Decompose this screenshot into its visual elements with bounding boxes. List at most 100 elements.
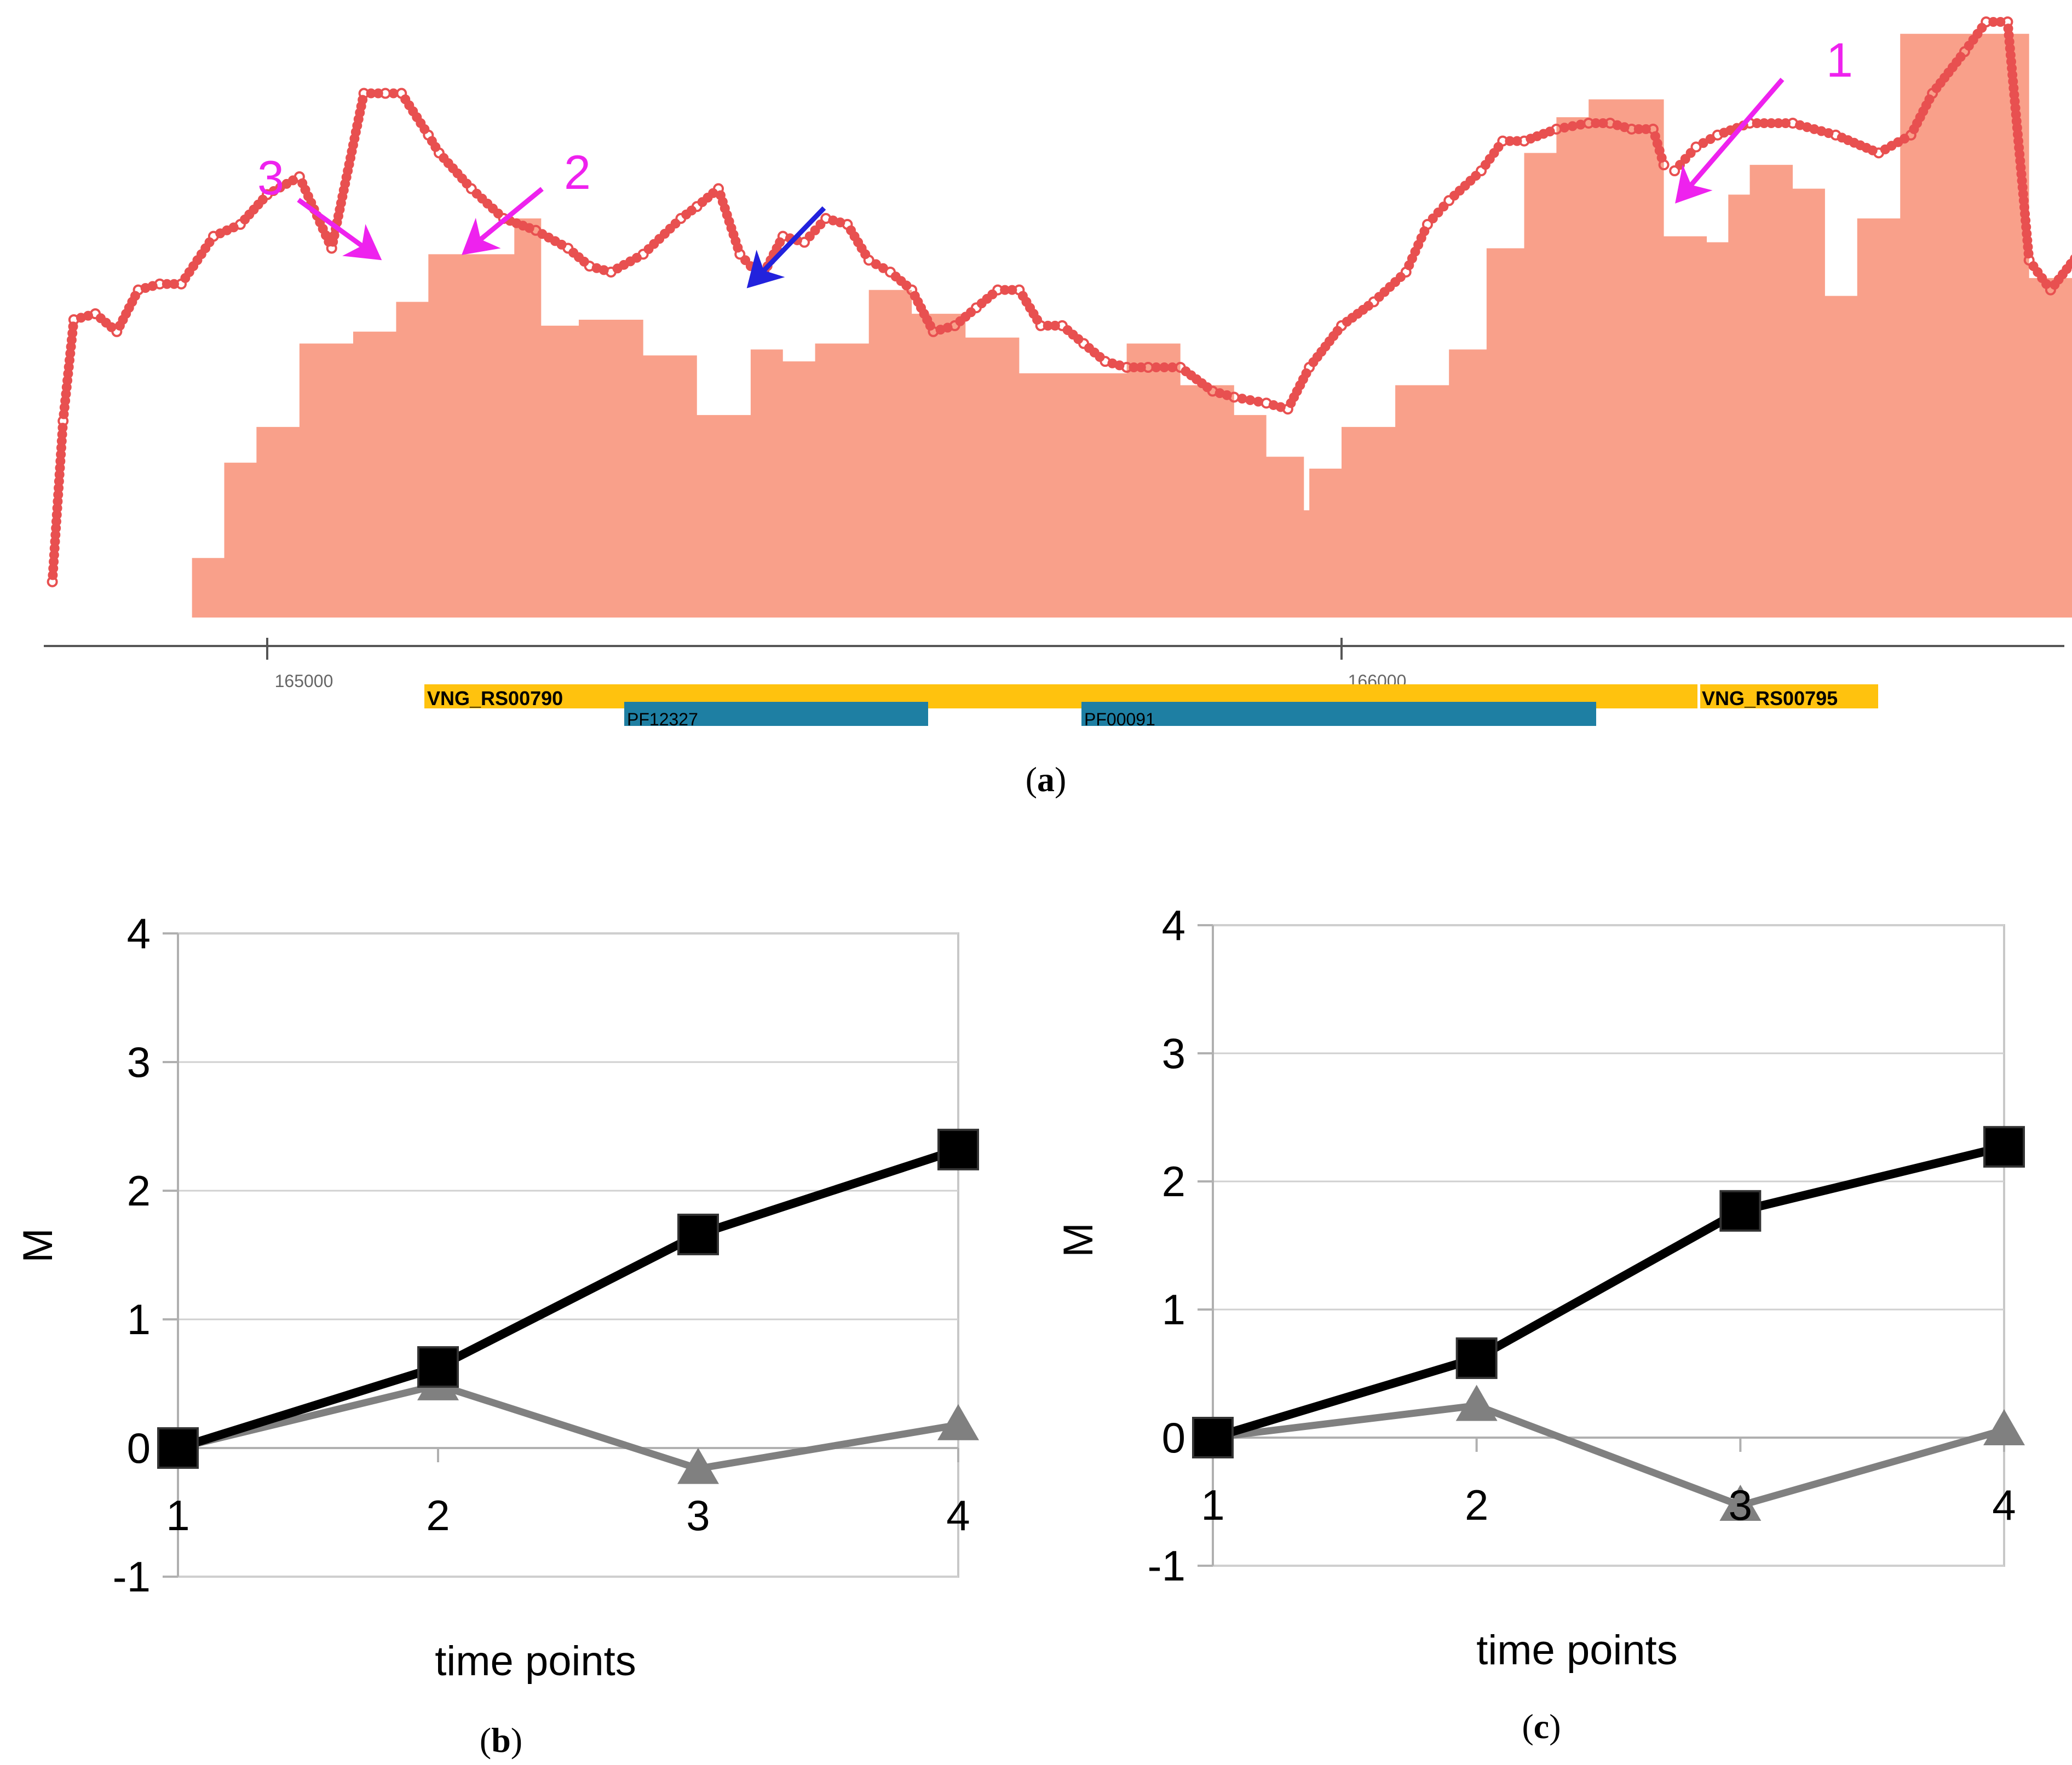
coverage-plot-area [47, 16, 2072, 618]
panel-b-gridlines [177, 932, 959, 1578]
series-black-squares [1192, 1126, 2025, 1458]
signal-trace [47, 16, 2072, 587]
arrow-1 [1675, 78, 1785, 204]
triangle-marker [1455, 1385, 1498, 1421]
arrow-3-label: 3 [257, 151, 284, 205]
x-tick-label: 4 [1992, 1481, 2016, 1529]
panel-b-ylabel: M [15, 1228, 61, 1262]
domain-label-PF00091: PF00091 [1084, 710, 1155, 729]
annotation-arrows: 1 2 3 [257, 33, 1853, 289]
trace-point [2070, 255, 2072, 263]
x-tick-label: 2 [426, 1491, 450, 1539]
series-gray-triangles [1192, 1385, 2025, 1521]
domain-bar-PF00091 [1081, 702, 1596, 726]
trace-point [670, 218, 681, 229]
square-marker [1192, 1417, 1234, 1458]
trace-point [799, 237, 810, 248]
x-tick-label: 3 [1729, 1481, 1752, 1529]
panel-c-series [1192, 1126, 2025, 1521]
trace-point [1159, 362, 1170, 373]
square-marker [1455, 1337, 1498, 1379]
trace-point [1658, 159, 1670, 171]
panel-c-gridlines [1212, 924, 2005, 1567]
triangle-marker [937, 1404, 979, 1440]
panel-c-xlabel: time points [1476, 1627, 1678, 1674]
caption-b-letter: b [491, 1721, 511, 1760]
y-tick-label: 2 [127, 1167, 151, 1215]
triangle-marker [1719, 1485, 1762, 1521]
y-tick-label: 0 [127, 1424, 151, 1472]
y-tick-label: 4 [127, 909, 151, 958]
gene-label-VNG_RS00795: VNG_RS00795 [1702, 687, 1838, 710]
series-line [1212, 1402, 2005, 1509]
trace-point [1559, 123, 1570, 133]
trace-point [1680, 154, 1690, 164]
series-black-squares [157, 1128, 979, 1469]
trace-point [804, 231, 815, 241]
trace-point [1433, 207, 1443, 218]
triangle-marker [677, 1447, 719, 1484]
series-gray-triangles [157, 1364, 979, 1484]
panel-c-axes [1198, 924, 2005, 1567]
coverage-area [192, 33, 2072, 618]
series-line [177, 1381, 959, 1473]
caption-c-letter: c [1534, 1707, 1549, 1746]
gene-label-VNG_RS00790: VNG_RS00790 [427, 687, 563, 710]
domain-bar-PF12327 [624, 702, 928, 726]
arrow-1-label: 1 [1826, 33, 1853, 87]
plot-frame [1212, 924, 2005, 1567]
series-line [176, 1145, 960, 1452]
trace-point [1428, 214, 1438, 224]
y-tick-label: -1 [113, 1553, 151, 1601]
arrow-2 [462, 187, 544, 255]
caption-a: (a) [1026, 760, 1067, 799]
caption-c: (c) [1522, 1707, 1561, 1746]
trace-point [637, 249, 649, 260]
y-tick-label: 4 [1162, 901, 1185, 949]
square-marker [677, 1213, 719, 1255]
y-tick-label: -1 [1148, 1542, 1185, 1590]
triangle-marker [157, 1427, 199, 1463]
y-tick-label: 2 [1162, 1157, 1185, 1205]
x-tick-label: 2 [1465, 1481, 1488, 1529]
triangle-marker [417, 1364, 459, 1400]
trace-point [1421, 218, 1433, 230]
panel-a-genome-track: 165000 166000 VNG_RS00790 VNG_RS00795 PF… [44, 16, 2072, 799]
x-tick-label: 1 [1201, 1481, 1224, 1529]
domain-label-PF12327: PF12327 [627, 710, 698, 729]
square-marker [157, 1427, 199, 1469]
trace-point [1245, 395, 1256, 405]
square-marker [937, 1128, 979, 1170]
trace-point [1151, 362, 1161, 373]
trace-point [734, 249, 746, 260]
genome-position-axis: 165000 166000 [44, 638, 2064, 691]
panel-b-series [157, 1128, 979, 1484]
caption-a-letter: a [1037, 760, 1055, 799]
gene-annotation-track: VNG_RS00790 VNG_RS00795 PF12327 PF00091 [424, 684, 1878, 729]
panel-b-axes [163, 932, 959, 1578]
y-tick-label: 3 [127, 1038, 151, 1086]
triangle-marker [1983, 1409, 2025, 1445]
y-tick-label: 1 [1162, 1285, 1185, 1334]
x-tick-label: 3 [686, 1491, 710, 1539]
x-tick-label: 1 [166, 1491, 189, 1539]
trace-point [1237, 394, 1247, 404]
blue-arrow [746, 206, 826, 289]
panel-c-ylabel: M [1055, 1222, 1102, 1257]
panel-b-xlabel: time points [435, 1638, 636, 1685]
y-tick-label: 0 [1162, 1414, 1185, 1462]
y-tick-label: 3 [1162, 1029, 1185, 1077]
trace-point [810, 225, 820, 235]
trace-point [1368, 296, 1379, 308]
square-marker [417, 1346, 459, 1388]
trace-point [465, 183, 477, 194]
series-line [1211, 1143, 2005, 1442]
arrow-2-label: 2 [564, 145, 591, 199]
y-tick-label: 1 [127, 1295, 151, 1343]
square-marker [1983, 1126, 2025, 1168]
triangle-marker [1192, 1417, 1234, 1453]
trace-point [1443, 195, 1455, 206]
tick-label-165000: 165000 [275, 671, 333, 691]
